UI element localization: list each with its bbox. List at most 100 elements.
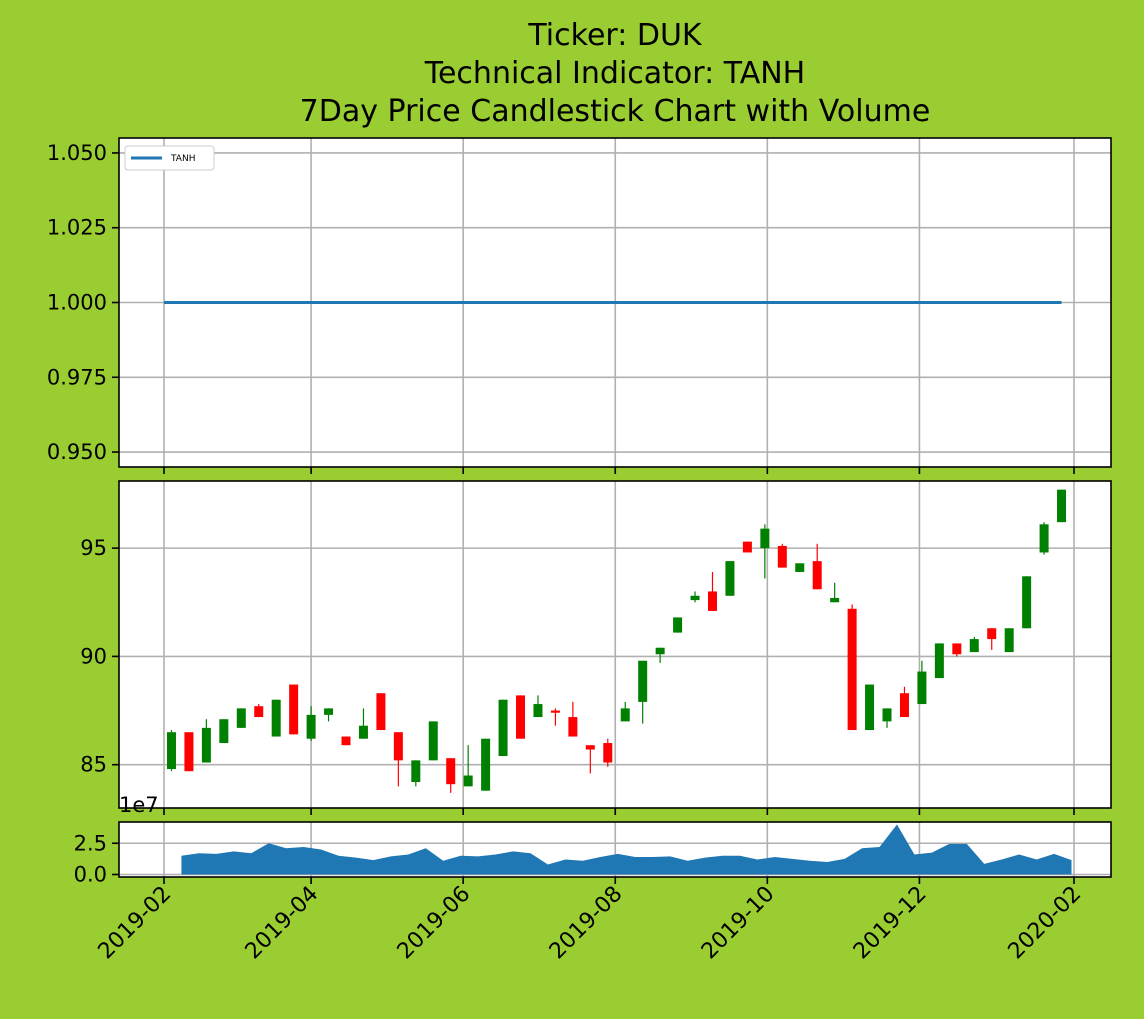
candle-2019-06-10 (481, 738, 491, 791)
candle-2020-01-13 (1022, 576, 1032, 629)
candle-2019-05-27 (446, 758, 456, 793)
candle-2019-08-26 (673, 617, 683, 633)
candle-body-down (812, 561, 822, 590)
candle-2019-04-22 (358, 708, 368, 739)
candle-body-down (393, 732, 403, 761)
indicator-ytick-label-2: 1.000 (47, 291, 107, 315)
candle-2019-11-18 (882, 708, 892, 728)
legend-box (124, 145, 215, 171)
candle-2019-04-15 (341, 736, 351, 746)
price-panel: 85 90 95 (80, 480, 1112, 815)
candle-2019-12-09 (934, 643, 944, 679)
candle-body-down (568, 717, 578, 737)
candle-2019-06-03 (463, 745, 473, 787)
candle-2019-08-19 (655, 647, 665, 663)
candle-2019-02-11 (184, 732, 194, 772)
x-axis-labels: 2019-02 2019-04 2019-06 2019-08 2019-10 2019-… (94, 882, 1087, 965)
candles (166, 489, 1067, 793)
candle-body-down (847, 608, 857, 731)
candle-body-up (638, 660, 648, 702)
candle-2019-03-25 (289, 684, 299, 735)
candle-body-down (742, 541, 752, 553)
candle-2019-08-05 (620, 701, 630, 722)
candle-body-up (620, 708, 630, 722)
candle-body-up (673, 617, 683, 633)
candle-2019-11-04 (847, 604, 857, 731)
candle-body-up (917, 671, 927, 705)
candle-2019-02-18 (201, 719, 211, 763)
candle-body-down (446, 758, 456, 785)
candle-body-up (1057, 489, 1067, 523)
xtick-label-4: 2019-10 (697, 882, 780, 965)
candle-body-up (1022, 576, 1032, 629)
volume-offset-label: 1e7 (119, 793, 159, 817)
legend: TANH (124, 145, 215, 171)
candle-body-down (987, 628, 997, 640)
xtick-label-5: 2019-12 (849, 882, 932, 965)
candle-2019-09-30 (760, 524, 770, 579)
candle-2019-07-22 (585, 745, 595, 774)
candle-2019-12-23 (969, 636, 979, 653)
candle-2019-05-13 (411, 760, 421, 787)
legend-label: TANH (170, 154, 195, 164)
candle-2019-04-01 (306, 706, 316, 741)
candle-body-up (306, 714, 316, 739)
candle-body-up (882, 708, 892, 722)
candle-2019-07-29 (603, 738, 613, 767)
candle-body-down (376, 693, 386, 731)
candle-body-up (760, 528, 770, 549)
price-ytick-label-2: 95 (80, 536, 107, 560)
candle-body-up (934, 643, 944, 679)
candle-body-up (201, 727, 211, 763)
candle-body-up (498, 699, 508, 757)
candle-2019-02-04 (166, 730, 176, 772)
figure-title: Ticker: DUK Technical Indicator: TANH 7D… (300, 18, 931, 129)
candle-2019-08-12 (638, 660, 648, 724)
candle-body-down (289, 684, 299, 735)
candle-2019-03-11 (254, 704, 264, 718)
title-line-3: 7Day Price Candlestick Chart with Volume (300, 94, 931, 129)
candle-body-up (219, 719, 229, 744)
indicator-ytick-label-3: 1.025 (47, 216, 107, 240)
candle-2019-12-16 (952, 643, 962, 657)
candle-2019-12-30 (987, 628, 997, 650)
candle-body-up (358, 725, 368, 739)
title-line-2: Technical Indicator: TANH (424, 56, 806, 91)
candle-2019-09-09 (707, 571, 717, 611)
indicator-panel: 0.950 0.975 1.000 1.025 1.050 TANH (47, 137, 1112, 474)
candle-body-down (585, 745, 595, 750)
candle-2019-09-02 (690, 591, 700, 603)
candle-body-up (428, 721, 438, 761)
candle-2019-11-25 (899, 686, 909, 718)
xtick-label-1: 2019-04 (241, 882, 324, 965)
price-ytick-label-0: 85 (80, 753, 107, 777)
candle-2019-10-07 (777, 543, 787, 568)
title-line-1: Ticker: DUK (527, 18, 703, 53)
candle-2019-12-02 (917, 660, 927, 705)
xtick-label-2: 2019-06 (393, 882, 476, 965)
candle-2020-01-06 (1004, 628, 1014, 653)
price-grid (119, 481, 1111, 808)
volume-area (181, 824, 1072, 875)
candle-2019-10-28 (830, 582, 840, 603)
candle-2019-06-17 (498, 699, 508, 757)
candle-body-up (655, 647, 665, 655)
xtick-label-0: 2019-02 (94, 882, 177, 965)
candle-body-down (603, 743, 613, 763)
indicator-ytick-label-4: 1.050 (47, 141, 107, 165)
candle-body-down (516, 695, 526, 739)
candle-body-down (184, 732, 194, 772)
candle-2019-10-21 (812, 543, 822, 590)
candle-2019-09-16 (725, 561, 735, 596)
candle-body-up (830, 597, 840, 603)
candle-body-down (899, 693, 909, 718)
candle-body-up (271, 699, 281, 737)
candle-2019-02-25 (219, 719, 229, 744)
candle-body-up (411, 760, 421, 783)
candle-body-up (969, 639, 979, 653)
candle-body-up (533, 704, 543, 718)
candle-body-down (777, 545, 787, 568)
candle-body-up (725, 561, 735, 596)
